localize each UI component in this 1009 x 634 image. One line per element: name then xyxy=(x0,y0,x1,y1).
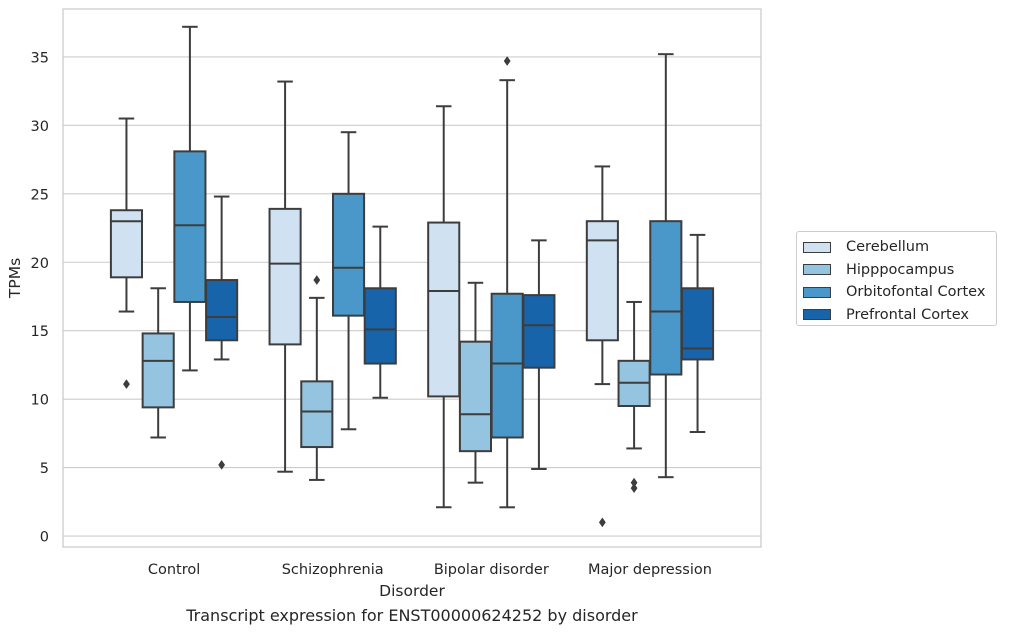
box-layer xyxy=(109,25,715,528)
legend-item: Hipppocampus xyxy=(797,259,996,282)
box-iqr xyxy=(300,380,334,449)
box-iqr xyxy=(649,220,683,376)
outlier-point xyxy=(122,379,130,390)
x-tick-labels: Control Schizophrenia Bipolar disorder Majo… xyxy=(148,562,712,578)
outlier-point xyxy=(313,275,321,285)
y-tick-label: 10 xyxy=(31,393,49,409)
legend-swatch xyxy=(803,286,831,298)
legend-item: Prefrontal Cortex xyxy=(797,304,996,327)
y-tick-label: 5 xyxy=(40,461,49,477)
box-iqr xyxy=(363,287,397,365)
x-tick-label: Schizophrenia xyxy=(282,562,384,578)
box-prefrontal-cortex-schizophrenia xyxy=(363,225,397,399)
legend-item: Cerebellum xyxy=(797,236,996,259)
box-iqr xyxy=(427,221,461,398)
outlier-point xyxy=(598,517,606,528)
box-hipppocampus-control xyxy=(141,287,175,439)
box-orbitofontal-cortex-major-depression xyxy=(649,53,683,479)
box-iqr xyxy=(268,207,302,346)
legend-label: Orbitofontal Cortex xyxy=(846,284,986,301)
y-axis-label: TPMs xyxy=(6,258,24,299)
outlier-point xyxy=(503,56,511,66)
y-tick-label: 15 xyxy=(31,324,49,340)
box-iqr xyxy=(331,192,366,317)
box-iqr xyxy=(173,150,207,303)
box-prefrontal-cortex-bipolar-disorder xyxy=(522,239,556,470)
x-tick-label: Control xyxy=(148,562,200,578)
legend-label: Hipppocampus xyxy=(846,261,955,278)
x-tick-label: Bipolar disorder xyxy=(434,562,549,578)
legend: Cerebellum Hipppocampus Orbitofontal Corte… xyxy=(796,231,997,326)
legend-label: Cerebellum xyxy=(846,239,930,256)
box-iqr xyxy=(490,292,524,439)
y-tick-label: 20 xyxy=(31,256,49,272)
box-cerebellum-control xyxy=(109,117,144,390)
plot-frame xyxy=(62,8,762,548)
y-tick-label: 25 xyxy=(31,187,49,203)
y-tick-label: 0 xyxy=(40,530,49,546)
box-iqr xyxy=(458,340,493,453)
box-prefrontal-cortex-major-depression xyxy=(680,233,715,434)
box-iqr xyxy=(585,220,619,342)
chart-caption: Transcript expression for ENST0000062425… xyxy=(186,606,638,625)
box-iqr xyxy=(522,294,556,369)
box-iqr xyxy=(205,279,239,342)
box-orbitofontal-cortex-control xyxy=(173,25,207,372)
legend-swatch xyxy=(803,309,831,321)
legend-label: Prefrontal Cortex xyxy=(846,306,969,323)
outlier-point xyxy=(218,459,226,470)
x-tick-label: Major depression xyxy=(588,562,712,578)
y-tick-labels: 0 5 10 15 20 25 30 35 xyxy=(31,50,49,545)
y-tick-label: 35 xyxy=(31,50,49,66)
box-cerebellum-schizophrenia xyxy=(268,80,302,473)
box-hipppocampus-schizophrenia xyxy=(300,275,334,481)
outlier-point xyxy=(630,483,638,494)
box-prefrontal-cortex-control xyxy=(205,195,239,470)
box-orbitofontal-cortex-bipolar-disorder xyxy=(490,56,524,509)
box-cerebellum-major-depression xyxy=(585,165,619,528)
legend-swatch xyxy=(803,241,831,253)
box-orbitofontal-cortex-schizophrenia xyxy=(331,131,366,431)
box-hipppocampus-bipolar-disorder xyxy=(458,281,493,484)
box-hipppocampus-major-depression xyxy=(617,300,651,494)
y-tick-label: 30 xyxy=(31,119,49,135)
x-axis-label: Disorder xyxy=(379,582,445,600)
box-iqr xyxy=(141,332,175,409)
legend-swatch xyxy=(803,264,831,276)
box-cerebellum-bipolar-disorder xyxy=(427,105,461,509)
legend-item: Orbitofontal Cortex xyxy=(797,281,996,304)
